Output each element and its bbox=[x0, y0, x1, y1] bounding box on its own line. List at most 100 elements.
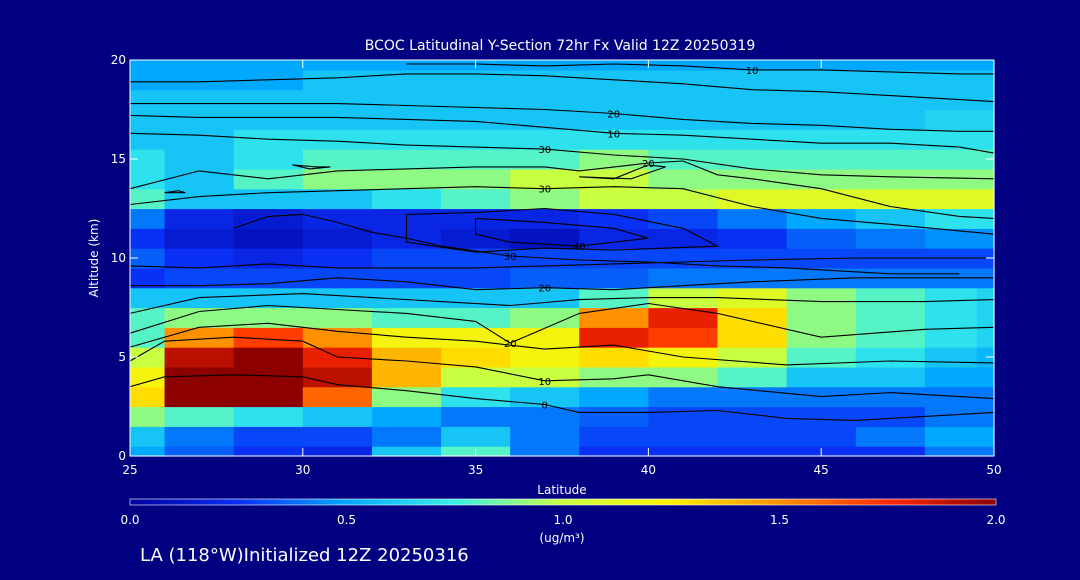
heatmap-cell bbox=[441, 366, 511, 388]
heatmap-cell bbox=[648, 188, 719, 210]
heatmap-cell bbox=[233, 208, 304, 229]
y-axis-label: Altitude (km) bbox=[87, 219, 101, 298]
x-tick-label: 35 bbox=[468, 463, 483, 477]
heatmap-cell bbox=[130, 327, 166, 348]
heatmap-cell bbox=[510, 446, 580, 457]
heatmap-cell bbox=[302, 446, 373, 457]
heatmap-cell bbox=[233, 446, 304, 457]
heatmap-cell bbox=[130, 188, 166, 210]
x-axis-label: Latitude bbox=[537, 483, 586, 497]
heatmap-cell bbox=[302, 188, 373, 210]
heatmap-cell bbox=[510, 307, 580, 328]
colorbar-unit-label: (ug/m³) bbox=[539, 531, 584, 545]
heatmap-cell bbox=[164, 168, 235, 190]
heatmap-cell bbox=[924, 307, 978, 328]
heatmap-cell bbox=[441, 228, 511, 249]
heatmap-cell bbox=[164, 109, 235, 130]
y-axis-ticks: 0 5 10 15 20 bbox=[111, 53, 994, 463]
heatmap-cell bbox=[441, 267, 511, 289]
heatmap-cell bbox=[164, 129, 235, 150]
heatmap-cell bbox=[233, 60, 304, 71]
heatmap-cell bbox=[130, 208, 166, 229]
heatmap-cell bbox=[579, 347, 649, 368]
contour-line bbox=[130, 73, 995, 103]
heatmap-cell bbox=[371, 69, 442, 91]
heatmap-cell bbox=[648, 426, 719, 447]
heatmap-cell bbox=[371, 149, 442, 170]
heatmap-cell bbox=[130, 366, 166, 388]
heatmap-cell bbox=[233, 109, 304, 130]
y-tick-label: 10 bbox=[111, 251, 126, 265]
contour-line bbox=[164, 190, 186, 194]
heatmap-cell bbox=[130, 307, 166, 328]
contour-label: 20 bbox=[538, 284, 551, 295]
heatmap-cell bbox=[855, 307, 926, 328]
contour-line bbox=[129, 293, 995, 314]
heatmap-cell bbox=[855, 347, 926, 368]
x-axis-ticks: 25 30 35 40 45 50 bbox=[122, 60, 1002, 477]
heatmap-cell bbox=[371, 406, 442, 427]
heatmap-cell bbox=[579, 89, 649, 111]
heatmap-cell bbox=[371, 129, 442, 150]
heatmap-cell bbox=[164, 89, 235, 111]
heatmap-cell bbox=[976, 60, 995, 71]
heatmap-cell bbox=[130, 228, 166, 249]
heatmap-cell bbox=[164, 366, 235, 388]
contour-line bbox=[129, 132, 995, 180]
heatmap-cell bbox=[924, 426, 978, 447]
heatmap-cell bbox=[164, 60, 235, 71]
heatmap-cell bbox=[855, 109, 926, 130]
heatmap-cell bbox=[717, 69, 788, 91]
heatmap-cell bbox=[441, 149, 511, 170]
heatmap-cell bbox=[924, 287, 978, 309]
heatmap-cell bbox=[717, 188, 788, 210]
heatmap-cell bbox=[579, 386, 649, 408]
heatmap-cell bbox=[164, 386, 235, 408]
contour-line bbox=[233, 213, 960, 275]
heatmap-cell bbox=[510, 267, 580, 289]
heatmap-cell bbox=[648, 208, 719, 229]
heatmap-cell bbox=[855, 287, 926, 309]
heatmap-cell bbox=[164, 347, 235, 368]
heatmap-cell bbox=[924, 228, 978, 249]
heatmap-cell bbox=[130, 69, 166, 91]
heatmap-cell bbox=[441, 69, 511, 91]
heatmap-cell bbox=[233, 406, 304, 427]
heatmap-cell bbox=[130, 287, 166, 309]
heatmap-cell bbox=[648, 89, 719, 111]
heatmap-cell bbox=[233, 386, 304, 408]
heatmap-cell bbox=[648, 406, 719, 427]
heatmap-cell bbox=[510, 347, 580, 368]
heatmap-cell bbox=[855, 327, 926, 348]
colorbar-tick-label: 2.0 bbox=[986, 513, 1005, 527]
heatmap-cell bbox=[233, 327, 304, 348]
heatmap-cell bbox=[786, 188, 857, 210]
heatmap-cell bbox=[648, 228, 719, 249]
contour-label: 40 bbox=[573, 242, 586, 253]
heatmap-cell bbox=[648, 129, 719, 150]
heatmap-cell bbox=[130, 248, 166, 269]
heatmap-cell bbox=[717, 366, 788, 388]
heatmap-cell bbox=[371, 267, 442, 289]
x-tick-label: 40 bbox=[641, 463, 656, 477]
heatmap-cell bbox=[579, 129, 649, 150]
heatmap-cell bbox=[510, 149, 580, 170]
heatmap-cell bbox=[164, 228, 235, 249]
heatmap-cell bbox=[924, 327, 978, 348]
heatmap-cell bbox=[924, 60, 978, 71]
colorbar-tick-label: 0.0 bbox=[120, 513, 139, 527]
heatmap-cell bbox=[855, 129, 926, 150]
contour-line bbox=[405, 207, 720, 253]
heatmap-cell bbox=[130, 347, 166, 368]
heatmap-cell bbox=[130, 386, 166, 408]
heatmap-cell bbox=[130, 60, 166, 71]
heatmap-cell bbox=[510, 188, 580, 210]
heatmap-cell bbox=[164, 446, 235, 457]
heatmap-cell bbox=[302, 60, 373, 71]
heatmap-cell bbox=[976, 366, 995, 388]
colorbar-tick-label: 1.0 bbox=[553, 513, 572, 527]
heatmap-cell bbox=[441, 188, 511, 210]
